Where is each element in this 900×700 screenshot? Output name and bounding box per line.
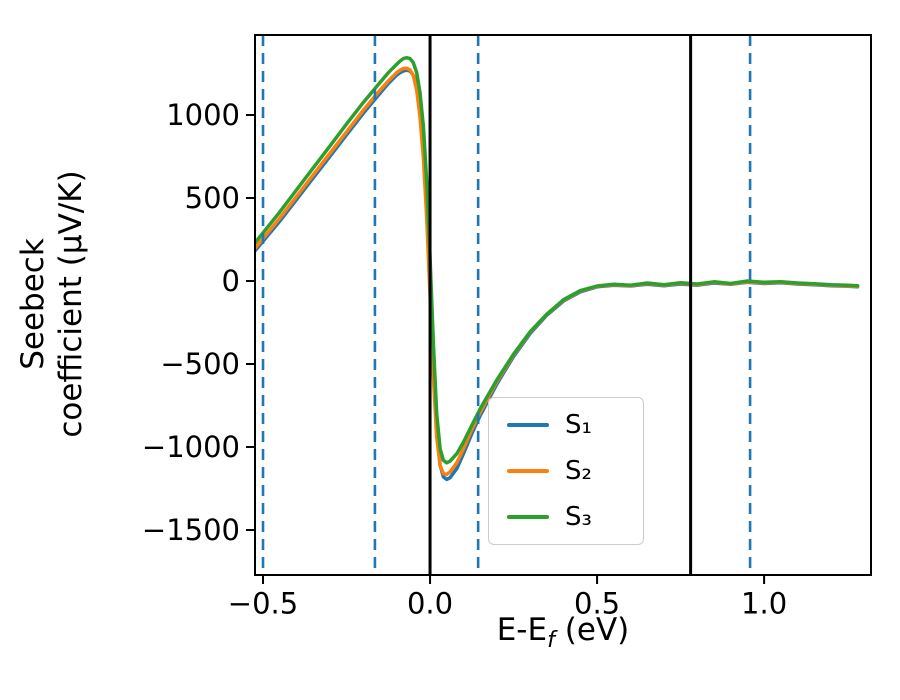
x-axis-label-subscript: f xyxy=(547,627,555,654)
legend: S₁ S₂ S₃ xyxy=(488,397,644,545)
y-axis-label-line2: coefficient (μV/K) xyxy=(52,170,89,438)
svg-text:0.0: 0.0 xyxy=(407,587,453,621)
svg-text:500: 500 xyxy=(185,181,240,215)
x-axis-label-main: E-E xyxy=(496,612,548,648)
x-axis-label: E-Ef (eV) xyxy=(255,612,871,653)
svg-text:0: 0 xyxy=(222,264,240,298)
svg-text:−1000: −1000 xyxy=(142,430,240,464)
svg-text:−0.5: −0.5 xyxy=(228,587,298,621)
legend-label-s1: S₁ xyxy=(565,410,592,440)
svg-text:1000: 1000 xyxy=(166,98,240,132)
legend-entry: S₂ xyxy=(507,456,625,486)
legend-entry: S₁ xyxy=(507,410,625,440)
legend-entry: S₃ xyxy=(507,502,625,532)
svg-text:0.5: 0.5 xyxy=(574,587,620,621)
legend-label-s2: S₂ xyxy=(565,456,592,486)
y-axis-label: Seebeck coefficient (μV/K) xyxy=(15,24,95,584)
legend-line-s3 xyxy=(507,515,549,519)
legend-line-s1 xyxy=(507,423,549,427)
svg-text:1.0: 1.0 xyxy=(741,587,787,621)
legend-line-s2 xyxy=(507,469,549,473)
legend-label-s3: S₃ xyxy=(565,502,592,532)
svg-text:−1500: −1500 xyxy=(142,513,240,547)
x-axis-label-unit: (eV) xyxy=(554,612,630,648)
svg-text:−500: −500 xyxy=(160,347,240,381)
y-axis-label-line1: Seebeck xyxy=(15,238,51,370)
